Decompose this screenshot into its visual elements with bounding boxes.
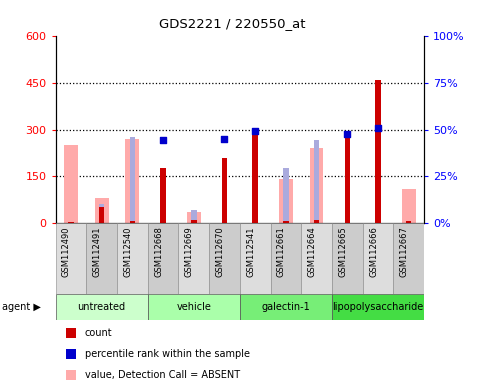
Bar — [344, 133, 350, 223]
Bar — [406, 221, 412, 223]
Bar — [279, 179, 293, 223]
Bar — [253, 130, 258, 223]
Bar — [148, 223, 178, 294]
Bar — [160, 169, 166, 223]
Bar — [283, 169, 289, 223]
Text: GSM112667: GSM112667 — [400, 226, 409, 277]
Text: GSM112665: GSM112665 — [338, 226, 347, 277]
Bar — [363, 223, 393, 294]
Bar — [222, 157, 227, 223]
Bar — [283, 221, 289, 223]
Bar — [95, 198, 109, 223]
Bar — [240, 223, 270, 294]
Bar — [191, 220, 197, 223]
Text: percentile rank within the sample: percentile rank within the sample — [85, 349, 250, 359]
Bar — [332, 294, 424, 320]
Bar — [56, 223, 86, 294]
Point — [343, 131, 351, 137]
Bar — [332, 223, 363, 294]
Bar — [117, 223, 148, 294]
Bar — [67, 328, 76, 338]
Text: untreated: untreated — [78, 302, 126, 312]
Text: GSM112490: GSM112490 — [62, 226, 71, 277]
Point — [374, 125, 382, 131]
Bar — [67, 349, 76, 359]
Bar — [178, 223, 209, 294]
Text: vehicle: vehicle — [176, 302, 211, 312]
Bar — [129, 137, 135, 223]
Text: GSM112661: GSM112661 — [277, 226, 286, 277]
Point — [221, 136, 228, 142]
Text: GSM112491: GSM112491 — [93, 226, 101, 277]
Bar — [99, 207, 104, 223]
Text: GSM112540: GSM112540 — [123, 226, 132, 277]
Bar — [310, 148, 324, 223]
Bar — [129, 221, 135, 223]
Text: GSM112666: GSM112666 — [369, 226, 378, 277]
Point — [159, 137, 167, 144]
Text: value, Detection Call = ABSENT: value, Detection Call = ABSENT — [85, 370, 240, 380]
Text: lipopolysaccharide: lipopolysaccharide — [332, 302, 424, 312]
Bar — [148, 294, 240, 320]
Bar — [375, 80, 381, 223]
Bar — [270, 223, 301, 294]
Bar — [86, 223, 117, 294]
Bar — [314, 141, 319, 223]
Bar — [240, 294, 332, 320]
Bar — [64, 145, 78, 223]
Text: GSM112668: GSM112668 — [154, 226, 163, 277]
Bar — [209, 223, 240, 294]
Text: GDS2221 / 220550_at: GDS2221 / 220550_at — [158, 17, 305, 30]
Bar — [99, 204, 104, 223]
Text: galectin-1: galectin-1 — [261, 302, 310, 312]
Bar — [56, 294, 148, 320]
Text: GSM112541: GSM112541 — [246, 226, 255, 277]
Bar — [191, 210, 197, 223]
Text: GSM112669: GSM112669 — [185, 226, 194, 277]
Bar — [393, 223, 424, 294]
Bar — [68, 222, 74, 223]
Bar — [314, 220, 319, 223]
Text: agent ▶: agent ▶ — [2, 302, 41, 312]
Bar — [126, 139, 139, 223]
Point — [251, 128, 259, 134]
Bar — [402, 189, 416, 223]
Text: GSM112670: GSM112670 — [215, 226, 225, 277]
Bar — [301, 223, 332, 294]
Bar — [187, 212, 200, 223]
Text: GSM112664: GSM112664 — [308, 226, 316, 277]
Text: count: count — [85, 328, 112, 338]
Bar — [67, 370, 76, 380]
